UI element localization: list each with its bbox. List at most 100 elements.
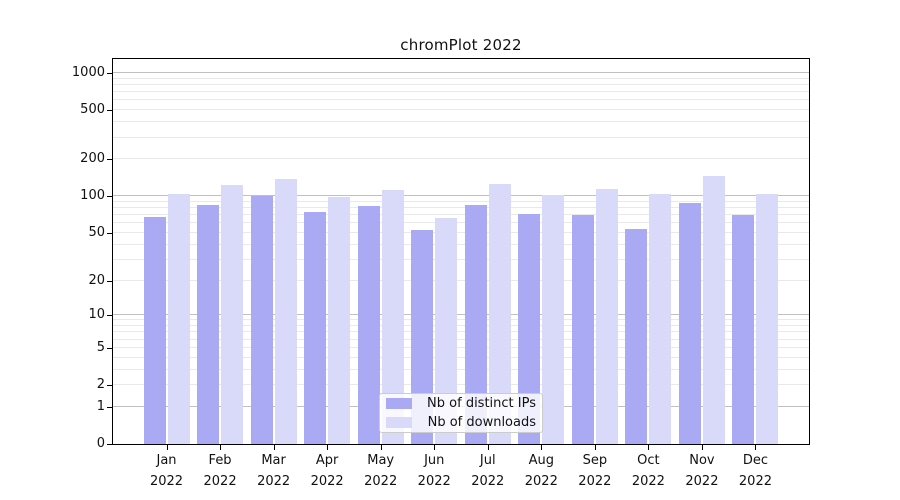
x-tick-label-aug: Aug 2022 xyxy=(524,453,558,489)
bar-distinct-ips-jan xyxy=(143,216,166,444)
x-tick-mark xyxy=(594,445,596,450)
y-tick-mark xyxy=(107,196,112,198)
legend-item-distinct-ips: Nb of distinct IPs xyxy=(386,396,536,412)
bar-distinct-ips-may xyxy=(357,206,380,444)
x-tick-mark xyxy=(701,445,703,450)
y-tick-label-0: 0 xyxy=(96,436,105,451)
x-tick-label-jun: Jun 2022 xyxy=(417,453,451,489)
legend-swatch-downloads xyxy=(386,416,412,428)
y-tick-label-20: 20 xyxy=(88,272,105,288)
bar-distinct-ips-aug xyxy=(518,214,541,444)
x-tick-label-nov: Nov 2022 xyxy=(685,453,719,489)
x-tick-mark xyxy=(220,445,222,450)
legend-label-distinct-ips: Nb of distinct IPs xyxy=(427,396,536,412)
gridline-900 xyxy=(113,77,809,79)
legend-item-downloads: Nb of downloads xyxy=(386,415,536,431)
y-tick-mark xyxy=(107,444,112,445)
gridline-300 xyxy=(113,136,809,138)
y-tick-mark xyxy=(107,232,112,234)
gridline-10 xyxy=(113,314,809,316)
bar-downloads-jul xyxy=(488,183,511,444)
gridline-9 xyxy=(113,319,809,321)
y-tick-mark xyxy=(107,73,112,75)
gridline-3 xyxy=(113,368,809,370)
x-tick-label-mar: Mar 2022 xyxy=(257,453,291,489)
bar-downloads-sep xyxy=(595,188,618,444)
bar-distinct-ips-dec xyxy=(732,215,755,444)
chart-title: chromPlot 2022 xyxy=(400,36,522,54)
x-tick-mark xyxy=(487,445,489,450)
gridline-90 xyxy=(113,200,809,202)
gridline-4 xyxy=(113,356,809,358)
y-tick-label-200: 200 xyxy=(80,151,105,167)
y-tick-mark xyxy=(107,110,112,112)
bar-distinct-ips-mar xyxy=(250,196,273,444)
gridline-7 xyxy=(113,331,809,333)
gridline-800 xyxy=(113,84,809,86)
x-tick-mark xyxy=(434,445,436,450)
bar-downloads-dec xyxy=(756,193,779,444)
gridline-500 xyxy=(113,109,809,111)
gridline-50 xyxy=(113,231,809,233)
x-tick-label-feb: Feb 2022 xyxy=(203,453,237,489)
gridline-60 xyxy=(113,222,809,224)
x-tick-mark xyxy=(166,445,168,450)
legend-label-downloads: Nb of downloads xyxy=(427,414,536,430)
x-tick-label-sep: Sep 2022 xyxy=(578,453,612,489)
bar-downloads-aug xyxy=(542,195,565,444)
x-tick-label-oct: Oct 2022 xyxy=(631,453,665,489)
x-tick-mark xyxy=(648,445,650,450)
y-tick-mark xyxy=(107,347,112,349)
y-tick-label-2: 2 xyxy=(96,377,105,393)
gridline-80 xyxy=(113,207,809,209)
x-tick-label-jan: Jan 2022 xyxy=(149,453,184,489)
gridline-400 xyxy=(113,121,809,123)
x-tick-mark xyxy=(327,445,329,450)
y-tick-label-500: 500 xyxy=(80,102,105,118)
x-tick-label-apr: Apr 2022 xyxy=(310,453,344,489)
gridline-5 xyxy=(113,346,809,348)
x-tick-mark xyxy=(755,445,757,450)
gridline-700 xyxy=(113,91,809,93)
bar-distinct-ips-jun xyxy=(411,229,434,444)
bar-downloads-nov xyxy=(702,175,725,444)
gridline-30 xyxy=(113,258,809,260)
bar-downloads-jan xyxy=(167,194,190,444)
bar-downloads-apr xyxy=(328,196,351,444)
gridline-600 xyxy=(113,99,809,101)
y-tick-label-10: 10 xyxy=(88,307,105,323)
y-tick-label-50: 50 xyxy=(88,224,105,240)
bar-downloads-feb xyxy=(221,185,244,444)
gridline-200 xyxy=(113,158,809,160)
legend-swatch-distinct-ips xyxy=(386,398,412,410)
gridline-40 xyxy=(113,243,809,245)
y-tick-mark xyxy=(107,159,112,161)
bar-downloads-oct xyxy=(649,193,672,444)
bar-distinct-ips-sep xyxy=(571,215,594,444)
x-tick-label-may: May 2022 xyxy=(364,453,398,489)
gridline-2 xyxy=(113,384,809,386)
x-tick-label-dec: Dec 2022 xyxy=(738,453,772,489)
bar-downloads-may xyxy=(381,189,404,444)
gridline-6 xyxy=(113,338,809,340)
gridline-100 xyxy=(113,195,809,197)
bar-distinct-ips-nov xyxy=(678,203,701,444)
legend: Nb of distinct IPs Nb of downloads xyxy=(379,393,543,433)
gridline-8 xyxy=(113,325,809,327)
bar-downloads-mar xyxy=(274,178,297,444)
y-tick-mark xyxy=(107,385,112,387)
x-tick-mark xyxy=(273,445,275,450)
y-tick-mark xyxy=(107,406,112,408)
y-tick-mark xyxy=(107,315,112,317)
plot-area xyxy=(112,58,810,445)
y-tick-label-1000: 1000 xyxy=(71,65,105,81)
gridline-20 xyxy=(113,279,809,281)
bar-distinct-ips-apr xyxy=(304,212,327,444)
x-tick-mark xyxy=(541,445,543,450)
x-tick-label-jul: Jul 2022 xyxy=(471,453,505,489)
y-tick-label-100: 100 xyxy=(80,188,105,204)
bar-distinct-ips-feb xyxy=(197,205,220,444)
y-tick-label-1: 1 xyxy=(96,398,105,414)
x-tick-mark xyxy=(380,445,382,450)
